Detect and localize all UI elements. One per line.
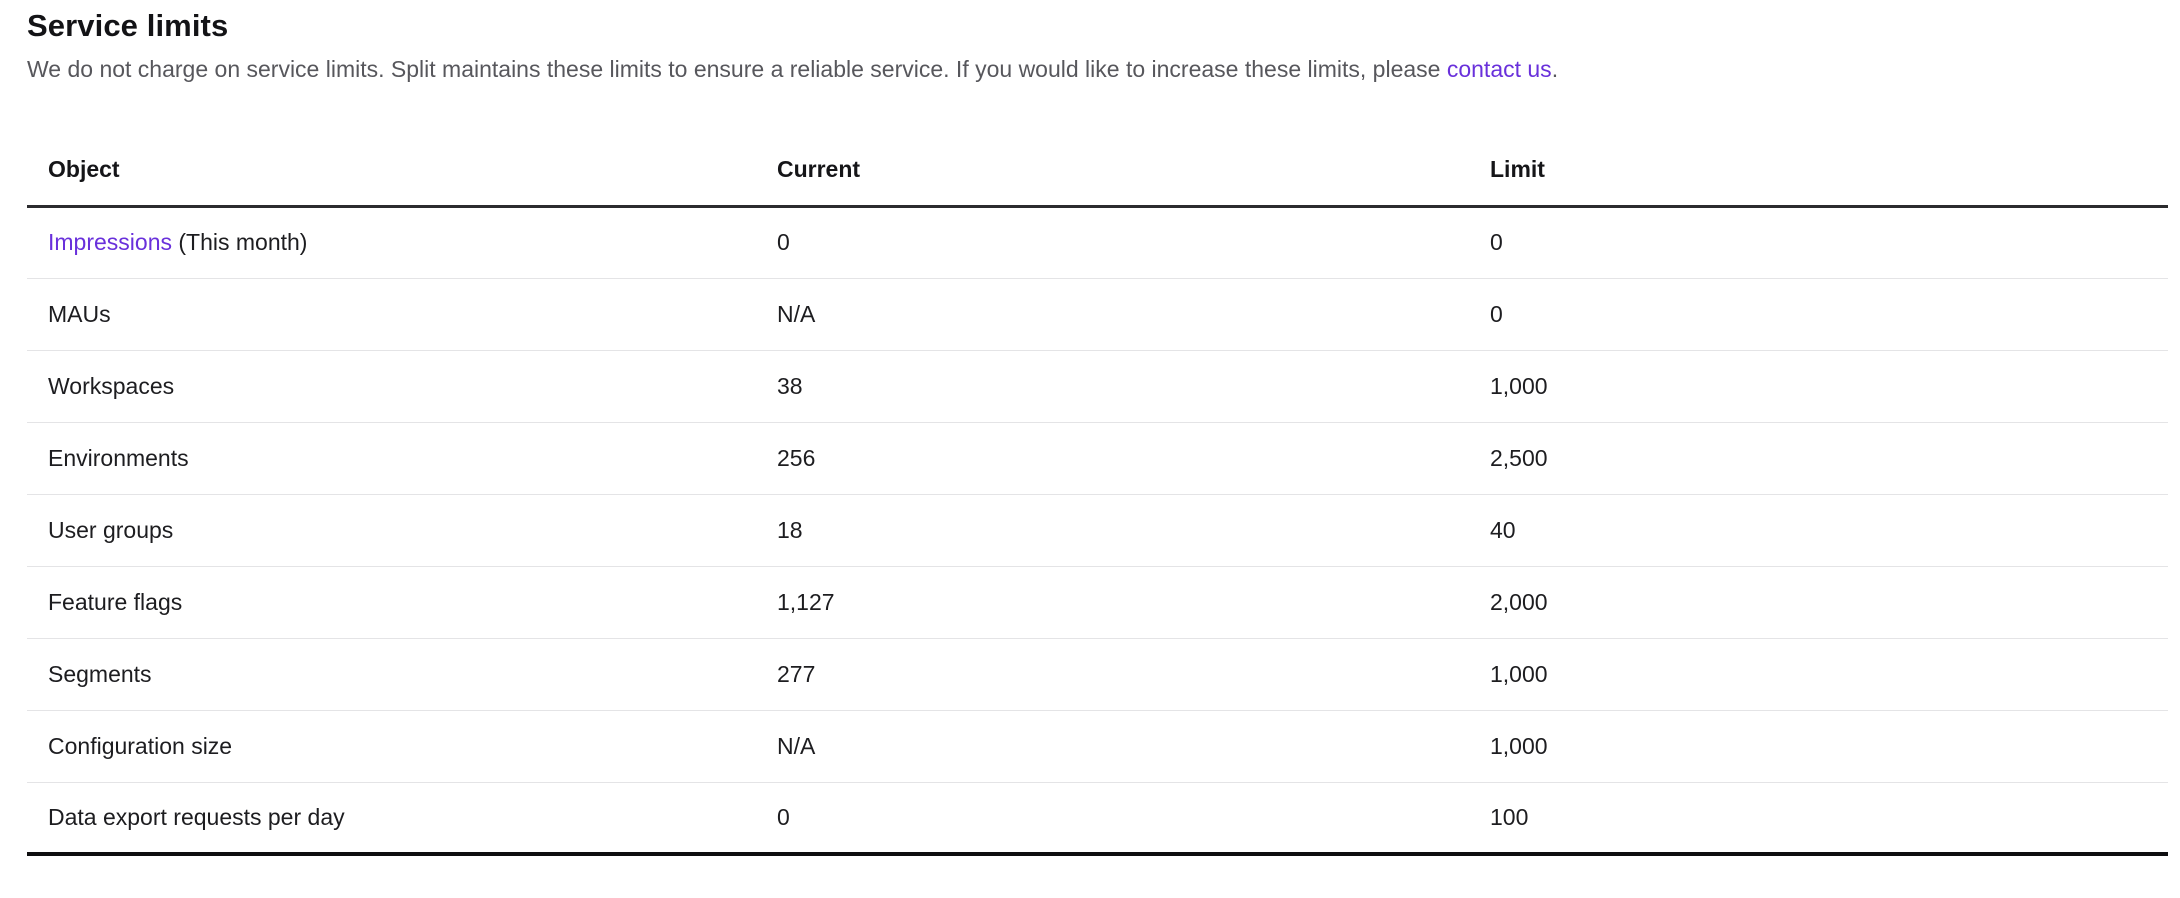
contact-us-link[interactable]: contact us <box>1446 56 1552 82</box>
description-period: . <box>1551 56 1559 82</box>
object-cell: Environments <box>27 422 756 495</box>
current-cell: N/A <box>756 278 1469 351</box>
table-row: Environments 256 2,500 <box>27 422 2168 495</box>
current-cell: 1,127 <box>756 566 1469 639</box>
limit-cell: 1,000 <box>1469 710 2168 783</box>
limit-cell: 1,000 <box>1469 638 2168 711</box>
limit-cell: 40 <box>1469 494 2168 567</box>
limit-cell: 1,000 <box>1469 350 2168 423</box>
table-row: Segments 277 1,000 <box>27 638 2168 711</box>
table-row: Configuration size N/A 1,000 <box>27 710 2168 783</box>
table-row: User groups 18 40 <box>27 494 2168 567</box>
object-cell: Configuration size <box>27 710 756 783</box>
current-cell: 0 <box>756 206 1469 279</box>
current-cell: 256 <box>756 422 1469 495</box>
object-cell: Feature flags <box>27 566 756 639</box>
current-cell: N/A <box>756 710 1469 783</box>
limit-cell: 0 <box>1469 206 2168 279</box>
object-cell: Segments <box>27 638 756 711</box>
column-header-current: Current <box>756 134 1469 208</box>
current-cell: 18 <box>756 494 1469 567</box>
current-cell: 38 <box>756 350 1469 423</box>
table-row: Data export requests per day 0 100 <box>27 782 2168 856</box>
table-body: Impressions (This month) 0 0 MAUs N/A 0 Worksp… <box>27 206 2168 856</box>
object-cell: Impressions (This month) <box>27 206 756 279</box>
limit-cell: 100 <box>1469 782 2168 856</box>
object-suffix: (This month) <box>171 229 308 255</box>
table-row: Impressions (This month) 0 0 <box>27 206 2168 279</box>
column-header-object: Object <box>27 134 756 208</box>
object-cell: MAUs <box>27 278 756 351</box>
limit-cell: 0 <box>1469 278 2168 351</box>
service-limits-table: Object Current Limit Impressions (This m… <box>27 134 2168 856</box>
description-text: We do not charge on service limits. Spli… <box>27 56 1447 82</box>
table-row: Feature flags 1,127 2,000 <box>27 566 2168 639</box>
object-cell: Data export requests per day <box>27 782 756 856</box>
table-header-row: Object Current Limit <box>27 134 2168 208</box>
column-header-limit: Limit <box>1469 134 2168 208</box>
limit-cell: 2,000 <box>1469 566 2168 639</box>
object-cell: User groups <box>27 494 756 567</box>
current-cell: 0 <box>756 782 1469 856</box>
limit-cell: 2,500 <box>1469 422 2168 495</box>
current-cell: 277 <box>756 638 1469 711</box>
page-description: We do not charge on service limits. Spli… <box>27 54 2168 84</box>
impressions-link[interactable]: Impressions <box>48 229 172 255</box>
page-title: Service limits <box>27 8 229 43</box>
service-limits-page: Service limits We do not charge on servi… <box>27 8 2168 856</box>
table-row: MAUs N/A 0 <box>27 278 2168 351</box>
object-cell: Workspaces <box>27 350 756 423</box>
table-row: Workspaces 38 1,000 <box>27 350 2168 423</box>
